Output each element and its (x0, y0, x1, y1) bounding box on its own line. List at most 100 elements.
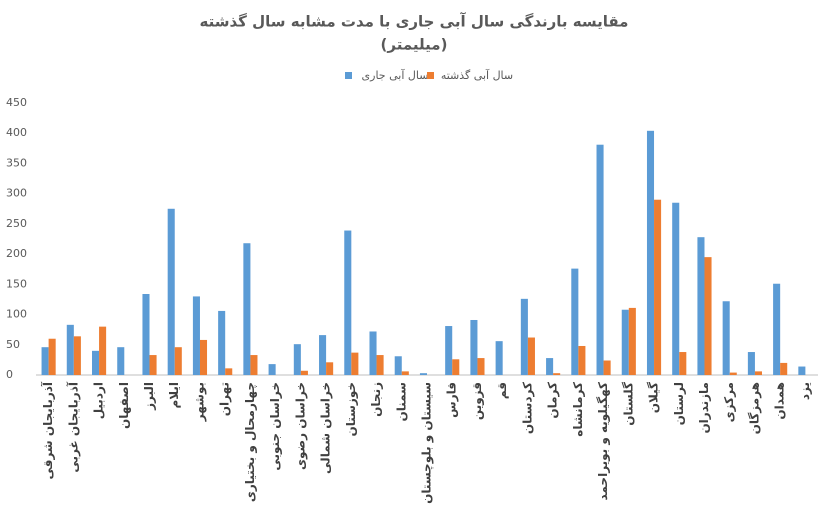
bar (697, 237, 705, 375)
bar (300, 370, 308, 375)
y-tick-label: 0 (6, 368, 13, 381)
bar (319, 335, 327, 375)
bar (92, 350, 100, 375)
y-tick-label: 300 (6, 187, 27, 200)
x-tick-label: گیلان (647, 382, 661, 413)
bar (780, 362, 788, 375)
bar (149, 355, 157, 375)
bar (369, 331, 377, 375)
legend-label: سال آبی گذشته (441, 68, 513, 82)
x-tick-label: خراسان جنوبی (268, 382, 283, 471)
x-tick-label: لرستان (672, 382, 686, 425)
bar (225, 368, 233, 375)
x-tick-label: بوشهر (192, 382, 207, 422)
x-tick-label: سمنان (394, 382, 408, 422)
bar (722, 301, 730, 375)
bar (192, 296, 200, 375)
bar (546, 358, 554, 375)
bar (401, 371, 409, 375)
x-tick-label: خراسان رضوی (293, 382, 308, 470)
y-tick-label: 450 (6, 96, 27, 109)
x-tick-label: ایلام (167, 382, 182, 409)
bar (798, 366, 806, 375)
bar (646, 130, 655, 375)
x-tick-label: همدان (773, 382, 787, 420)
bar (672, 202, 680, 375)
chart-title: مقایسه بارندگی سال آبی جاری با مدت مشابه… (200, 13, 629, 31)
x-tick-label: کردستان (520, 382, 534, 434)
bar (520, 298, 528, 375)
x-tick-label: یزد (798, 382, 812, 400)
x-tick-label: اردبیل (92, 382, 106, 419)
bar (470, 319, 478, 375)
bar (754, 371, 762, 375)
bar (326, 362, 334, 375)
bar (351, 352, 359, 375)
y-tick-label: 50 (6, 338, 20, 351)
bar (174, 347, 182, 375)
x-tick-label: قم (495, 382, 509, 399)
x-tick-label: فارس (445, 382, 459, 418)
x-tick-label: کرمان (546, 382, 560, 419)
x-tick-label: کهگیلویه و بویراحمد (596, 382, 611, 501)
legend-label: سال آبی جاری (362, 68, 429, 82)
x-tick-label: قزوین (470, 382, 485, 420)
bar (495, 341, 503, 375)
bar (578, 345, 586, 375)
bar (48, 338, 56, 375)
bar (596, 144, 604, 375)
bar (376, 355, 384, 375)
bar (73, 336, 81, 375)
y-tick-label: 150 (6, 277, 27, 290)
chart-subtitle: (میلیمتر) (381, 36, 448, 54)
x-tick-label: چهارمحال و بختیاری (243, 382, 258, 502)
bar (621, 309, 629, 375)
bar (199, 339, 208, 375)
bar (603, 360, 611, 375)
y-tick-label: 100 (6, 308, 27, 321)
bar (167, 208, 175, 375)
y-tick-label: 200 (6, 247, 27, 260)
bar (628, 307, 636, 375)
x-tick-label: آذربایجان غربی (65, 381, 80, 472)
bar (445, 326, 453, 375)
x-tick-label: مازندران (697, 382, 711, 434)
x-tick-label: گلستان (621, 382, 635, 426)
bar (729, 372, 737, 375)
legend-swatch (427, 72, 434, 79)
bar (293, 344, 301, 375)
x-tick-label: اصفهان (117, 382, 131, 429)
bar (704, 257, 712, 375)
x-tick-label: کرمانشاه (571, 382, 585, 437)
x-tick-label: سیستان و بلوچستان (420, 382, 435, 504)
bar (553, 373, 561, 375)
bar (250, 355, 258, 375)
bar (747, 352, 755, 375)
bar (452, 359, 460, 375)
y-tick-label: 250 (6, 217, 27, 230)
bar (117, 347, 125, 375)
bar (419, 373, 427, 375)
bar (218, 310, 226, 375)
bar (243, 243, 251, 375)
x-tick-label: خراسان شمالی (319, 382, 333, 474)
x-tick-label: زنجان (369, 382, 383, 417)
bar (527, 337, 535, 375)
bar (773, 283, 781, 375)
x-tick-label: مرکزی (722, 382, 736, 422)
bar (477, 358, 485, 375)
x-tick-label: تهران (218, 382, 232, 416)
x-tick-label: آذربایجان شرقی (40, 381, 55, 479)
bar (344, 230, 352, 375)
bar (394, 356, 402, 375)
bar (268, 364, 276, 375)
bar (571, 268, 579, 375)
bar (142, 294, 150, 375)
bar (654, 199, 662, 375)
y-tick-label: 350 (6, 156, 27, 169)
legend-swatch (345, 72, 352, 79)
bar (679, 352, 687, 375)
bar (99, 326, 107, 375)
y-tick-label: 400 (6, 126, 27, 139)
